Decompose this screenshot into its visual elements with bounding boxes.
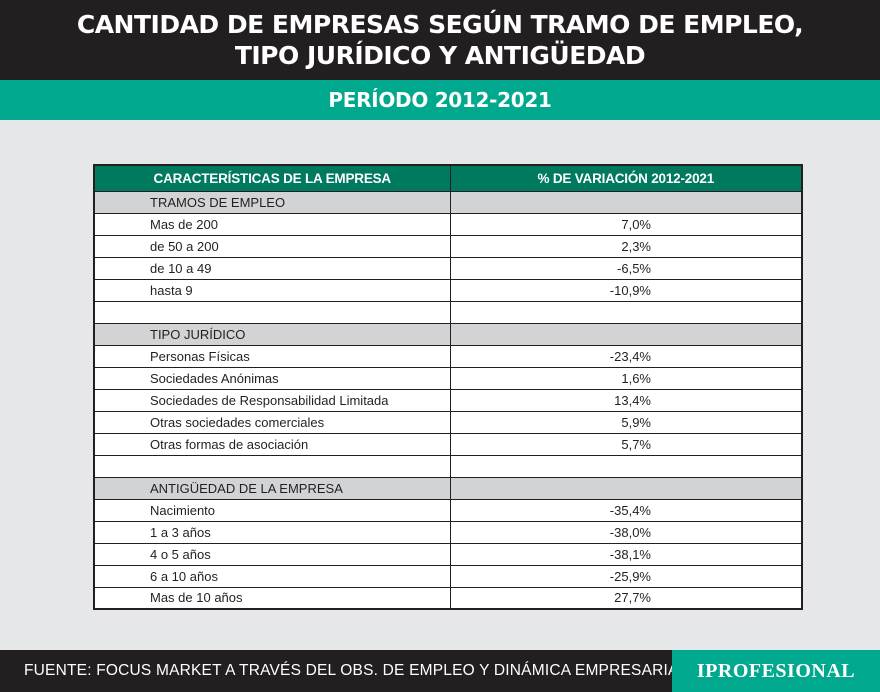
section-value-empty [449, 190, 803, 214]
column-header-variation: % DE VARIACIÓN 2012-2021 [449, 164, 803, 192]
table-row: Otras formas de asociación 5,7% [93, 432, 803, 456]
table-row: Mas de 10 años 27,7% [93, 586, 803, 610]
row-label: de 50 a 200 [93, 234, 451, 258]
row-value: 1,6% [449, 366, 803, 390]
row-label: Mas de 10 años [93, 586, 451, 610]
footer-bar: FUENTE: FOCUS MARKET A TRAVÉS DEL OBS. D… [0, 650, 880, 692]
row-label: Personas Físicas [93, 344, 451, 368]
table-row: Personas Físicas -23,4% [93, 344, 803, 368]
table-row: 1 a 3 años -38,0% [93, 520, 803, 544]
section-row: ANTIGÜEDAD DE LA EMPRESA [93, 476, 803, 500]
spacer-row [93, 300, 803, 324]
row-label: Sociedades Anónimas [93, 366, 451, 390]
brand-logo: IPROFESIONAL [672, 650, 880, 692]
row-label: Nacimiento [93, 498, 451, 522]
data-table: CARACTERÍSTICAS DE LA EMPRESA % DE VARIA… [93, 164, 803, 610]
row-label: de 10 a 49 [93, 256, 451, 280]
section-label: TRAMOS DE EMPLEO [93, 190, 451, 214]
spacer-cell [93, 300, 451, 324]
row-value: 13,4% [449, 388, 803, 412]
period-label: PERÍODO 2012-2021 [328, 88, 552, 112]
row-value: -25,9% [449, 564, 803, 588]
section-value-empty [449, 322, 803, 346]
row-value: -6,5% [449, 256, 803, 280]
spacer-cell [93, 454, 451, 478]
period-banner: PERÍODO 2012-2021 [0, 80, 880, 120]
row-label: Otras formas de asociación [93, 432, 451, 456]
section-row: TRAMOS DE EMPLEO [93, 190, 803, 214]
section-label: TIPO JURÍDICO [93, 322, 451, 346]
table-row: de 10 a 49 -6,5% [93, 256, 803, 280]
spacer-cell [449, 454, 803, 478]
table-row: 4 o 5 años -38,1% [93, 542, 803, 566]
section-label: ANTIGÜEDAD DE LA EMPRESA [93, 476, 451, 500]
table-row: Mas de 200 7,0% [93, 212, 803, 236]
row-label: Otras sociedades comerciales [93, 410, 451, 434]
row-value: 5,9% [449, 410, 803, 434]
section-value-empty [449, 476, 803, 500]
row-label: 4 o 5 años [93, 542, 451, 566]
spacer-row [93, 454, 803, 478]
table-row: Sociedades Anónimas 1,6% [93, 366, 803, 390]
table-row: hasta 9 -10,9% [93, 278, 803, 302]
row-value: -38,0% [449, 520, 803, 544]
table-row: de 50 a 200 2,3% [93, 234, 803, 258]
row-value: -38,1% [449, 542, 803, 566]
row-label: hasta 9 [93, 278, 451, 302]
row-value: -35,4% [449, 498, 803, 522]
column-header-characteristics: CARACTERÍSTICAS DE LA EMPRESA [93, 164, 451, 192]
row-label: Mas de 200 [93, 212, 451, 236]
row-value: -23,4% [449, 344, 803, 368]
row-value: -10,9% [449, 278, 803, 302]
table-header-row: CARACTERÍSTICAS DE LA EMPRESA % DE VARIA… [93, 164, 803, 192]
row-label: 1 a 3 años [93, 520, 451, 544]
row-value: 7,0% [449, 212, 803, 236]
table-row: Nacimiento -35,4% [93, 498, 803, 522]
source-note: FUENTE: FOCUS MARKET A TRAVÉS DEL OBS. D… [24, 662, 688, 679]
row-label: 6 a 10 años [93, 564, 451, 588]
table-row: Sociedades de Responsabilidad Limitada 1… [93, 388, 803, 412]
data-table-container: CARACTERÍSTICAS DE LA EMPRESA % DE VARIA… [93, 164, 803, 610]
section-row: TIPO JURÍDICO [93, 322, 803, 346]
row-value: 2,3% [449, 234, 803, 258]
spacer-cell [449, 300, 803, 324]
chart-title-line-2: TIPO JURÍDICO Y ANTIGÜEDAD [234, 41, 646, 70]
table-row: 6 a 10 años -25,9% [93, 564, 803, 588]
row-value: 5,7% [449, 432, 803, 456]
row-value: 27,7% [449, 586, 803, 610]
row-label: Sociedades de Responsabilidad Limitada [93, 388, 451, 412]
table-row: Otras sociedades comerciales 5,9% [93, 410, 803, 434]
title-banner: CANTIDAD DE EMPRESAS SEGÚN TRAMO DE EMPL… [0, 0, 880, 80]
chart-title-line-1: CANTIDAD DE EMPRESAS SEGÚN TRAMO DE EMPL… [76, 10, 804, 39]
